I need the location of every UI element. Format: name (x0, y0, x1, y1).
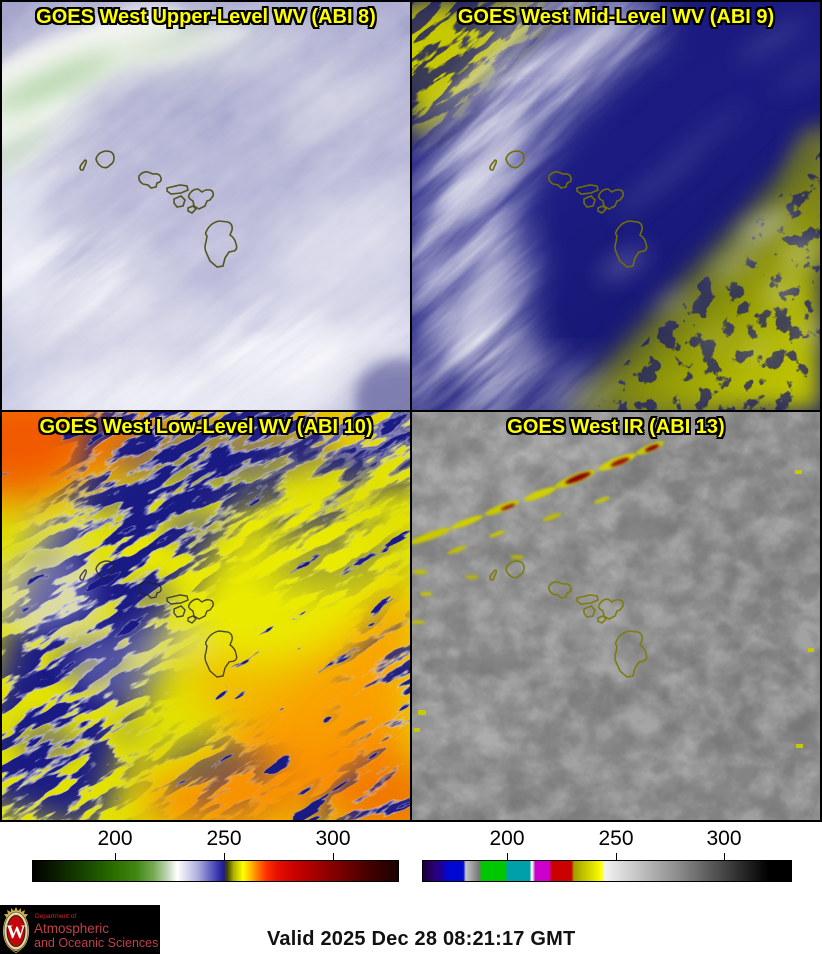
svg-text:Department of: Department of (35, 913, 76, 920)
svg-text:and Oceanic Sciences: and Oceanic Sciences (34, 936, 158, 950)
svg-text:Atmospheric: Atmospheric (34, 921, 109, 936)
svg-text:W: W (7, 922, 26, 943)
